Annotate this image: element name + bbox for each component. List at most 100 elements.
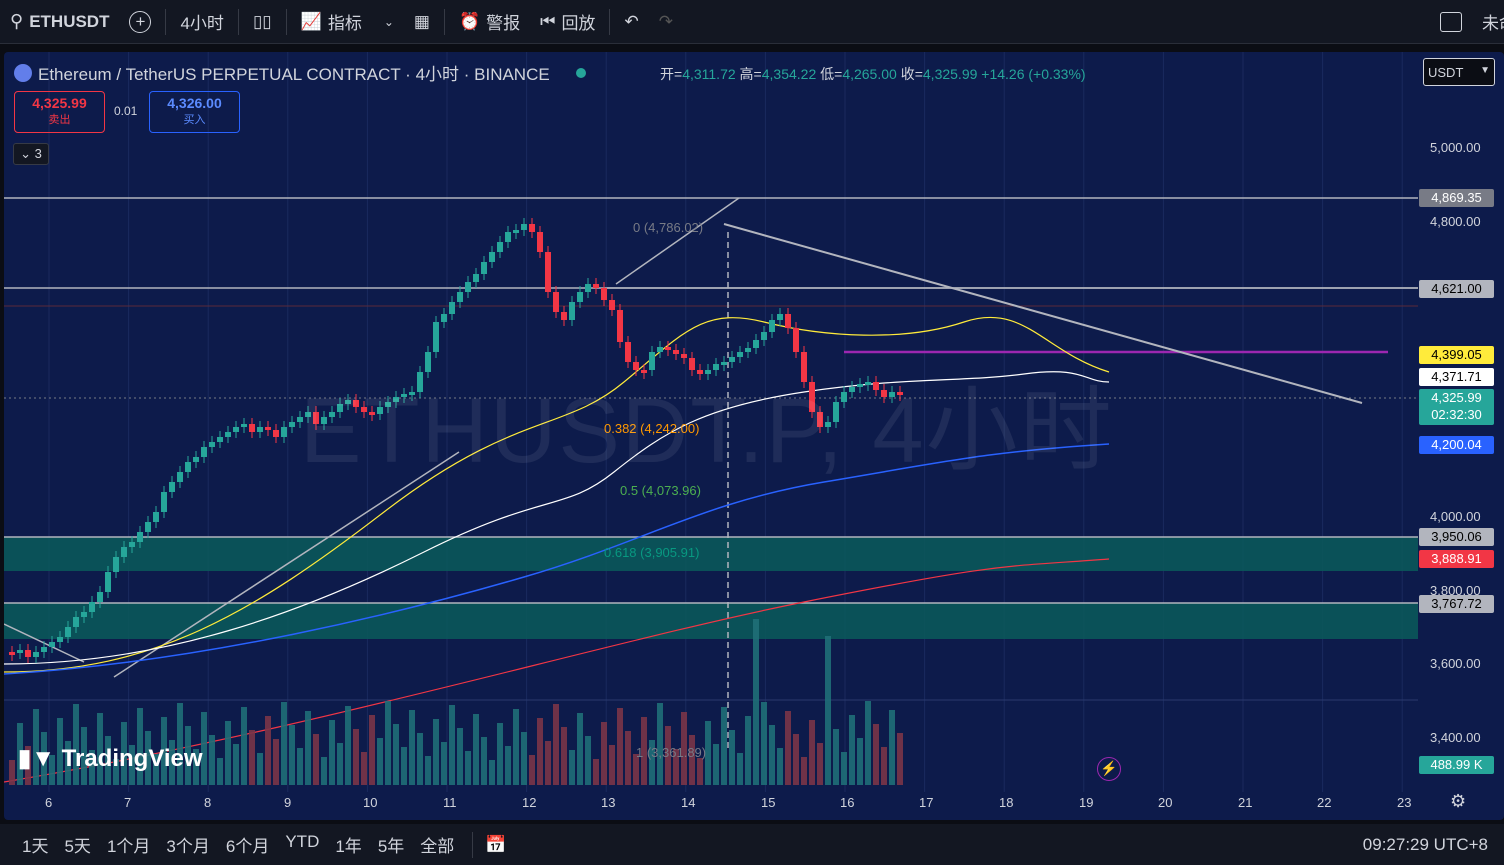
range-all[interactable]: 全部 <box>420 837 455 856</box>
lightning-icon[interactable]: ⚡ <box>1097 757 1121 781</box>
replay-button[interactable]: ⏮ 回放 <box>530 0 605 44</box>
candle-body <box>65 627 71 637</box>
volume-bar <box>361 752 367 785</box>
price-tag-ma-blue: 4,200.04 <box>1419 436 1494 454</box>
chevron-down-icon: ⌄ <box>20 146 32 161</box>
fib-label-0618: 0.618 (3,905.91) <box>604 545 700 560</box>
candle-body <box>401 394 407 397</box>
range-1y[interactable]: 1年 <box>335 837 362 856</box>
volume-bar <box>657 703 663 785</box>
candle-body <box>641 370 647 373</box>
candle-body <box>177 472 183 482</box>
volume-bar <box>193 749 199 785</box>
chart-type-button[interactable]: ▯▯ <box>243 0 282 44</box>
divider <box>285 8 287 35</box>
open-value: 4,311.72 <box>682 66 736 82</box>
candle-body <box>137 532 143 542</box>
volume-bar <box>689 735 695 785</box>
time-axis-label: 16 <box>840 795 855 810</box>
candle-body <box>185 462 191 472</box>
plus-circle-icon: + <box>129 10 152 33</box>
change-value: +14.26 (+0.33%) <box>981 66 1086 82</box>
volume-bar <box>433 719 439 785</box>
time-axis-label: 9 <box>284 795 292 810</box>
range-1d[interactable]: 1天 <box>22 837 49 856</box>
chart-canvas[interactable] <box>4 52 1504 820</box>
range-5d[interactable]: 5天 <box>64 837 91 856</box>
indicators-button[interactable]: 📈 指标 ⌄ <box>291 0 404 44</box>
range-5y[interactable]: 5年 <box>377 837 405 856</box>
range-ytd[interactable]: YTD <box>285 832 320 851</box>
candle-body <box>473 274 479 282</box>
candle-body <box>465 282 471 292</box>
range-1m[interactable]: 1个月 <box>106 837 151 856</box>
candle-body <box>297 417 303 422</box>
sell-button[interactable]: 4,325.99 卖出 <box>14 91 105 133</box>
price-tag-line[interactable]: 3,767.72 <box>1419 595 1494 613</box>
candle-body <box>497 242 503 252</box>
legend-collapse-button[interactable]: ⌄ 3 <box>13 143 49 165</box>
high-label: 高= <box>739 66 762 82</box>
price-axis-label: 4,800.00 <box>1430 214 1481 229</box>
price-tag-line[interactable]: 3,950.06 <box>1419 528 1494 546</box>
volume-bar <box>737 753 743 785</box>
fullscreen-button[interactable] <box>1430 0 1472 44</box>
currency-select[interactable]: USDT ▼ <box>1423 58 1495 86</box>
candle-body <box>121 547 127 557</box>
ma-line-red <box>4 558 1110 783</box>
symbol-title[interactable]: Ethereum / TetherUS PERPETUAL CONTRACT ·… <box>38 65 550 84</box>
candle-body <box>393 397 399 402</box>
layouts-button[interactable]: ▦ <box>404 0 440 44</box>
price-tag-line[interactable]: 4,869.35 <box>1419 189 1494 207</box>
range-6m[interactable]: 6个月 <box>225 837 270 856</box>
candle-body <box>713 364 719 370</box>
volume-bar <box>641 717 647 785</box>
candle-body <box>217 437 223 442</box>
candle-body <box>849 387 855 392</box>
volume-bar <box>833 729 839 785</box>
candle-body <box>265 427 271 430</box>
alarm-clock-icon: ⏰ <box>458 11 481 31</box>
buy-button[interactable]: 4,326.00 买入 <box>149 91 240 133</box>
candle-body <box>521 224 527 230</box>
volume-bar <box>481 737 487 785</box>
undo-button[interactable]: ↶ <box>614 0 648 44</box>
range-3m[interactable]: 3个月 <box>166 837 210 856</box>
divider <box>472 831 474 858</box>
volume-bar <box>497 723 503 785</box>
volume-bar <box>793 734 799 785</box>
candle-body <box>345 400 351 404</box>
volume-bar <box>417 733 423 785</box>
candle-body <box>433 322 439 352</box>
volume-bar <box>57 718 63 785</box>
candle-body <box>281 427 287 437</box>
compare-button[interactable]: + <box>119 0 161 44</box>
volume-bar <box>345 706 351 785</box>
candle-body <box>841 392 847 402</box>
layout-name[interactable]: 未命 <box>1482 14 1504 33</box>
chart-legend: Ethereum / TetherUS PERPETUAL CONTRACT ·… <box>14 60 586 85</box>
volume-bar <box>873 724 879 785</box>
date-range-icon[interactable]: 📅 <box>485 834 507 854</box>
spread-value: 0.01 <box>114 104 138 118</box>
candle-body <box>161 492 167 512</box>
tradingview-logo[interactable]: ▮▼ TradingView <box>18 744 203 773</box>
candle-body <box>889 392 895 397</box>
settings-gear-icon[interactable]: ⚙ <box>1450 791 1467 811</box>
symbol-search[interactable]: ⚲ ETHUSDT <box>0 0 119 44</box>
price-tag-line[interactable]: 4,621.00 <box>1419 280 1494 298</box>
volume-bar <box>289 725 295 785</box>
clock[interactable]: 09:27:29 UTC+8 <box>1362 834 1488 854</box>
volume-bar <box>49 755 55 785</box>
redo-button[interactable]: ↷ <box>649 0 683 44</box>
high-value: 4,354.22 <box>761 66 817 82</box>
volume-bar <box>785 711 791 785</box>
interval-button[interactable]: 4小时 <box>180 14 224 33</box>
chart-pane[interactable] <box>4 52 1504 820</box>
alert-button[interactable]: ⏰ 警报 <box>449 0 530 44</box>
price-tag-ema: 4,399.05 <box>1419 346 1494 364</box>
candle-body <box>809 382 815 412</box>
volume-bar <box>561 727 567 785</box>
open-label: 开= <box>660 66 683 82</box>
volume-tag: 488.99 K <box>1419 756 1494 774</box>
